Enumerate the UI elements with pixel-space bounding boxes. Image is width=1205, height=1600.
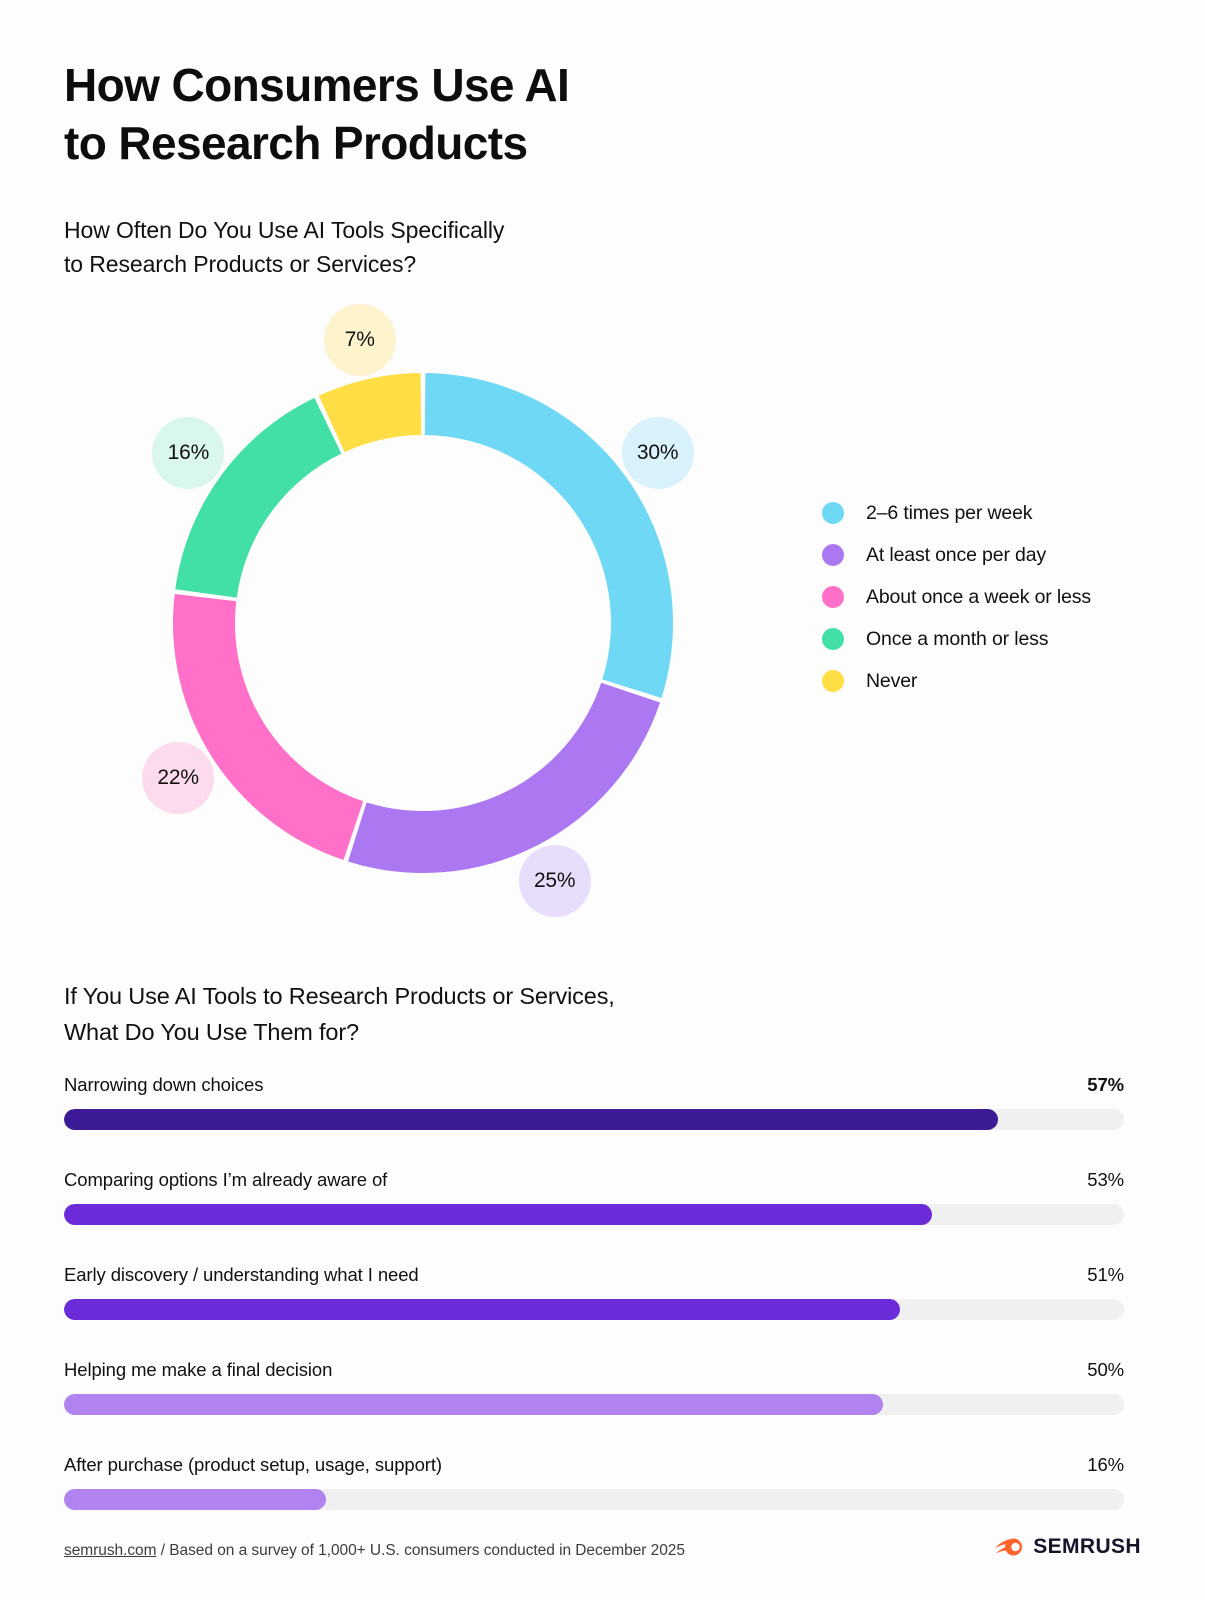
legend-item-label: About once a week or less bbox=[866, 585, 1091, 608]
bar-header: After purchase (product setup, usage, su… bbox=[64, 1454, 1124, 1476]
legend-item-1[interactable]: 2–6 times per week bbox=[822, 492, 1162, 534]
donut-segment-1[interactable] bbox=[424, 373, 674, 698]
bar-chart-heading-line-2: What Do You Use Them for? bbox=[64, 1019, 359, 1045]
donut-chart-legend: 2–6 times per week At least once per day A… bbox=[822, 492, 1162, 702]
bar-fill bbox=[64, 1489, 327, 1510]
bar-label: Helping me make a final decision bbox=[64, 1359, 333, 1380]
bar-fill bbox=[64, 1204, 933, 1225]
bar-row-3: Early discovery / understanding what I n… bbox=[64, 1264, 1124, 1320]
donut-callout-4: 16% bbox=[152, 416, 225, 489]
legend-item-label: Once a month or less bbox=[866, 627, 1049, 650]
donut-chart-svg bbox=[173, 373, 674, 873]
bar-label: Comparing options I’m already aware of bbox=[64, 1169, 388, 1190]
donut-chart: 30% 25% 22% 16% 7% bbox=[133, 303, 713, 918]
page-title-line-2: to Research Products bbox=[64, 117, 528, 169]
bar-value: 51% bbox=[1087, 1264, 1124, 1285]
legend-dot-icon bbox=[822, 544, 844, 566]
donut-segment-5[interactable] bbox=[318, 373, 422, 453]
bar-row-1: Narrowing down choices 57% bbox=[64, 1074, 1124, 1130]
legend-item-label: Never bbox=[866, 669, 918, 692]
bar-chart-heading-line-1: If You Use AI Tools to Research Products… bbox=[64, 983, 615, 1009]
bar-fill bbox=[64, 1299, 900, 1320]
bar-header: Early discovery / understanding what I n… bbox=[64, 1264, 1124, 1286]
legend-item-label: At least once per day bbox=[866, 543, 1047, 566]
donut-segment-2[interactable] bbox=[348, 682, 661, 873]
bar-chart: Narrowing down choices 57% Comparing optio… bbox=[64, 1074, 1124, 1510]
donut-chart-subtitle-line-1: How Often Do You Use AI Tools Specifical… bbox=[64, 217, 505, 243]
semrush-logo: SEMRUSH bbox=[994, 1534, 1141, 1560]
legend-dot-icon bbox=[822, 502, 844, 524]
bar-value: 53% bbox=[1087, 1169, 1124, 1190]
footer-source-text: / Based on a survey of 1,000+ U.S. consu… bbox=[156, 1542, 685, 1559]
page-title: How Consumers Use AI to Research Product… bbox=[64, 56, 804, 172]
legend-item-2[interactable]: At least once per day bbox=[822, 534, 1162, 576]
legend-item-label: 2–6 times per week bbox=[866, 501, 1033, 524]
bar-row-4: Helping me make a final decision 50% bbox=[64, 1359, 1124, 1415]
bar-track bbox=[64, 1489, 1124, 1510]
bar-track bbox=[64, 1109, 1124, 1130]
donut-segment-4[interactable] bbox=[175, 397, 342, 598]
donut-chart-subtitle: How Often Do You Use AI Tools Specifical… bbox=[64, 213, 744, 281]
bar-track bbox=[64, 1299, 1124, 1320]
bar-header: Helping me make a final decision 50% bbox=[64, 1359, 1124, 1381]
bar-track bbox=[64, 1394, 1124, 1415]
bar-track bbox=[64, 1204, 1124, 1225]
bar-label: Narrowing down choices bbox=[64, 1074, 264, 1095]
donut-segment-3[interactable] bbox=[173, 594, 364, 861]
donut-chart-subtitle-line-2: to Research Products or Services? bbox=[64, 251, 417, 277]
donut-segment-group bbox=[173, 373, 674, 873]
bar-label: Early discovery / understanding what I n… bbox=[64, 1264, 419, 1285]
bar-header: Comparing options I’m already aware of 53… bbox=[64, 1169, 1124, 1191]
donut-callout-3: 22% bbox=[142, 742, 215, 815]
donut-callout-2: 25% bbox=[518, 845, 591, 918]
bar-value: 16% bbox=[1087, 1454, 1124, 1475]
bar-fill bbox=[64, 1394, 884, 1415]
legend-dot-icon bbox=[822, 670, 844, 692]
legend-item-3[interactable]: About once a week or less bbox=[822, 576, 1162, 618]
bar-label: After purchase (product setup, usage, su… bbox=[64, 1454, 442, 1475]
bar-value: 57% bbox=[1087, 1074, 1124, 1095]
bar-header: Narrowing down choices 57% bbox=[64, 1074, 1124, 1096]
bar-row-5: After purchase (product setup, usage, su… bbox=[64, 1454, 1124, 1510]
donut-callout-1: 30% bbox=[621, 416, 694, 489]
semrush-comet-icon bbox=[995, 1538, 1023, 1556]
bar-value: 50% bbox=[1087, 1359, 1124, 1380]
legend-dot-icon bbox=[822, 586, 844, 608]
semrush-link[interactable]: semrush.com bbox=[64, 1542, 157, 1559]
legend-item-5[interactable]: Never bbox=[822, 660, 1162, 702]
legend-dot-icon bbox=[822, 628, 844, 650]
bar-fill bbox=[64, 1109, 998, 1130]
bar-row-2: Comparing options I’m already aware of 53… bbox=[64, 1169, 1124, 1225]
bar-chart-heading: If You Use AI Tools to Research Products… bbox=[64, 978, 924, 1050]
donut-callout-5: 7% bbox=[323, 303, 396, 376]
footer-source: semrush.com / Based on a survey of 1,000… bbox=[64, 1542, 685, 1560]
semrush-wordmark: SEMRUSH bbox=[1033, 1535, 1141, 1558]
page-title-line-1: How Consumers Use AI bbox=[64, 59, 570, 111]
legend-item-4[interactable]: Once a month or less bbox=[822, 618, 1162, 660]
